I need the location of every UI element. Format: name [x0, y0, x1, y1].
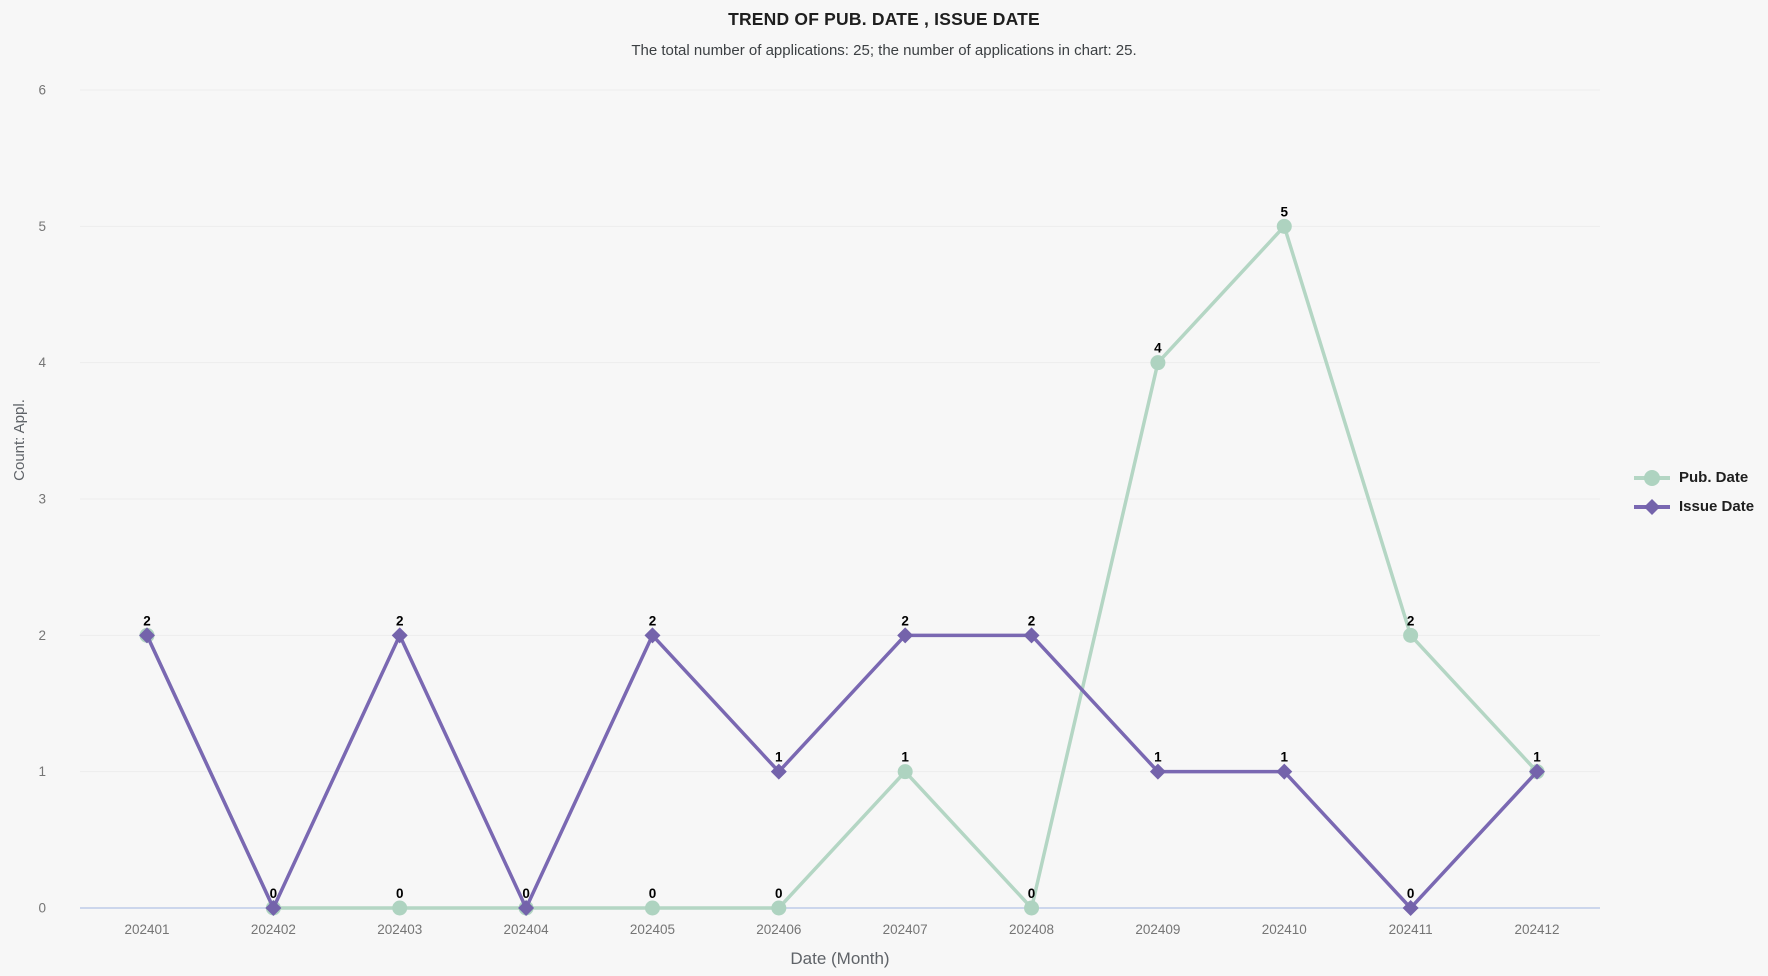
chart-subtitle: The total number of applications: 25; th…: [631, 42, 1137, 59]
x-tick-label: 202405: [630, 922, 675, 937]
data-label: 0: [1407, 886, 1415, 901]
data-label: 0: [775, 886, 783, 901]
data-label: 2: [901, 613, 909, 628]
data-label: 0: [270, 886, 278, 901]
y-tick-label: 3: [38, 492, 46, 507]
legend-label-issue-date: Issue Date: [1679, 498, 1755, 515]
data-point-pub-date-202410[interactable]: [1276, 218, 1292, 234]
data-point-issue-date-202409[interactable]: [1149, 763, 1166, 780]
data-point-pub-date-202407[interactable]: [897, 764, 913, 780]
data-point-pub-date-202405[interactable]: [644, 900, 660, 916]
data-label: 0: [649, 886, 657, 901]
data-point-issue-date-202406[interactable]: [770, 763, 787, 780]
data-point-issue-date-202403[interactable]: [391, 627, 408, 644]
data-point-issue-date-202412[interactable]: [1529, 763, 1545, 780]
data-point-pub-date-202408[interactable]: [1024, 900, 1040, 916]
data-label: 0: [1028, 886, 1036, 901]
data-label: 2: [1028, 613, 1036, 628]
x-tick-label: 202411: [1389, 922, 1433, 937]
y-tick-label: 5: [38, 219, 46, 234]
data-label: 4: [1154, 341, 1162, 356]
data-label: 1: [1281, 750, 1289, 765]
series-line-issue-date: [145, 633, 1539, 910]
x-tick-label: 202410: [1262, 922, 1307, 937]
data-point-issue-date-202402[interactable]: [265, 900, 282, 916]
data-label: 2: [1407, 613, 1415, 628]
x-tick-label: 202408: [1009, 922, 1054, 937]
y-tick-label: 1: [38, 764, 46, 779]
x-tick-label: 202403: [377, 922, 422, 937]
legend: Pub. Date Issue Date: [1632, 468, 1754, 516]
data-point-pub-date-202406[interactable]: [771, 900, 787, 916]
data-label: 2: [396, 613, 404, 628]
data-label: 1: [775, 750, 783, 765]
data-point-pub-date-202409[interactable]: [1150, 355, 1166, 371]
x-tick-label: 202406: [756, 922, 801, 937]
data-point-issue-date-202408[interactable]: [1023, 627, 1040, 644]
data-point-issue-date-202401[interactable]: [139, 627, 155, 644]
data-point-issue-date-202410[interactable]: [1276, 763, 1293, 780]
circle-marker-icon: [1634, 469, 1670, 486]
x-tick-label: 202402: [251, 922, 296, 937]
x-tick-label: 202401: [124, 922, 169, 937]
diamond-marker-icon: [1634, 498, 1670, 515]
x-tick-label: 202407: [883, 922, 928, 937]
data-label: 1: [1154, 750, 1162, 765]
data-label: 0: [396, 886, 404, 901]
data-label: 0: [522, 886, 530, 901]
x-axis-title: Date (Month): [790, 949, 889, 968]
legend-label-pub-date: Pub. Date: [1679, 469, 1749, 486]
data-point-issue-date-202407[interactable]: [897, 627, 914, 644]
data-point-pub-date-202403[interactable]: [392, 900, 408, 916]
y-tick-label: 2: [38, 628, 46, 643]
x-tick-label: 202412: [1514, 922, 1559, 937]
data-label: 1: [901, 750, 909, 765]
legend-item-pub-date: Pub. Date: [1632, 468, 1754, 487]
data-point-pub-date-202411[interactable]: [1403, 627, 1419, 643]
data-label: 2: [143, 613, 151, 628]
chart-title: TREND OF PUB. DATE , ISSUE DATE: [728, 9, 1040, 29]
x-tick-label: 202404: [504, 922, 550, 937]
series-line-pub-date: [145, 224, 1539, 910]
data-label: 1: [1533, 750, 1541, 765]
data-point-issue-date-202404[interactable]: [518, 900, 535, 916]
y-tick-label: 0: [38, 901, 46, 916]
y-axis-title: Count: Appl.: [11, 399, 28, 481]
data-point-issue-date-202411[interactable]: [1402, 900, 1419, 916]
data-point-issue-date-202405[interactable]: [644, 627, 661, 644]
x-tick-label: 202409: [1135, 922, 1180, 937]
y-tick-label: 6: [38, 83, 46, 98]
y-tick-label: 4: [38, 355, 46, 370]
data-label: 5: [1281, 204, 1289, 219]
legend-item-issue-date: Issue Date: [1632, 497, 1754, 516]
data-label: 2: [649, 613, 657, 628]
